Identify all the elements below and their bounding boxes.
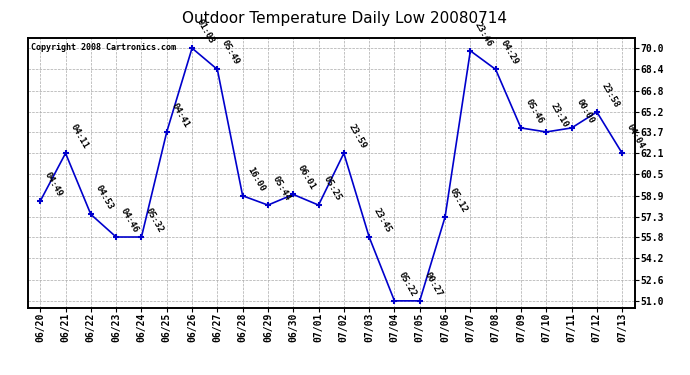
Text: Outdoor Temperature Daily Low 20080714: Outdoor Temperature Daily Low 20080714 bbox=[182, 11, 508, 26]
Text: 05:44: 05:44 bbox=[270, 174, 292, 202]
Text: Copyright 2008 Cartronics.com: Copyright 2008 Cartronics.com bbox=[30, 43, 176, 52]
Text: 04:46: 04:46 bbox=[119, 207, 140, 234]
Text: 05:32: 05:32 bbox=[144, 207, 166, 234]
Text: 04:11: 04:11 bbox=[68, 123, 90, 150]
Text: 04:04: 04:04 bbox=[625, 123, 646, 150]
Text: 00:27: 00:27 bbox=[422, 270, 444, 298]
Text: 05:49: 05:49 bbox=[220, 39, 242, 67]
Text: 00:00: 00:00 bbox=[574, 98, 595, 125]
Text: 06:01: 06:01 bbox=[296, 164, 317, 192]
Text: 23:45: 23:45 bbox=[372, 207, 393, 234]
Text: 05:22: 05:22 bbox=[397, 270, 418, 298]
Text: 23:46: 23:46 bbox=[473, 20, 494, 48]
Text: 05:46: 05:46 bbox=[524, 98, 545, 125]
Text: 04:29: 04:29 bbox=[498, 39, 520, 67]
Text: 04:53: 04:53 bbox=[94, 184, 115, 211]
Text: 23:10: 23:10 bbox=[549, 101, 570, 129]
Text: 04:49: 04:49 bbox=[43, 171, 64, 198]
Text: 16:00: 16:00 bbox=[246, 165, 266, 193]
Text: 04:41: 04:41 bbox=[170, 101, 190, 129]
Text: 23:59: 23:59 bbox=[346, 123, 368, 150]
Text: 05:12: 05:12 bbox=[448, 186, 469, 214]
Text: 01:03: 01:03 bbox=[195, 18, 216, 45]
Text: 23:58: 23:58 bbox=[600, 81, 621, 109]
Text: 05:25: 05:25 bbox=[322, 174, 342, 202]
